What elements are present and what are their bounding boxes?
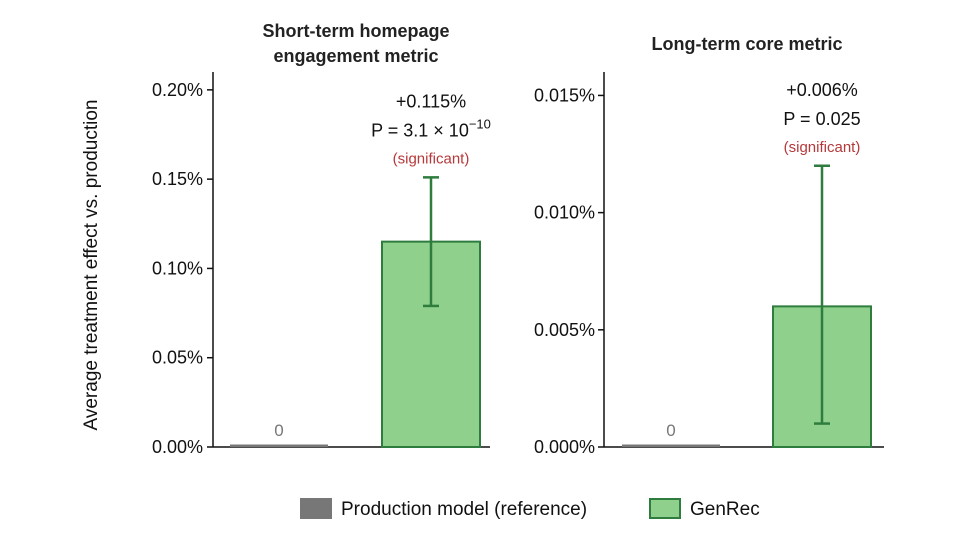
legend-label: GenRec: [690, 499, 760, 520]
bar-value-label: 0: [666, 421, 675, 440]
chart-panel-2: Long-term core metric 0.000% 0.005% 0.010% 0…: [534, 34, 884, 457]
y-axis-label: Average treatment effect vs. production: [81, 100, 102, 431]
annotation-effect: +0.115%: [396, 91, 466, 111]
y-tick-label: 0.00%: [152, 437, 203, 457]
annotation-p-value: P = 0.025: [783, 109, 860, 129]
y-tick-label: 0.20%: [152, 80, 203, 100]
legend-swatch: [649, 498, 681, 519]
annotation-significance: (significant): [393, 150, 470, 167]
annotation-effect: +0.006%: [786, 80, 858, 100]
chart-title-line: Long-term core metric: [651, 34, 842, 54]
annotation-p-value: P = 3.1 × 10−10: [371, 116, 491, 140]
y-tick-label: 0.010%: [534, 203, 595, 223]
chart-panel-1: Short-term homepage engagement metric 0.00…: [152, 21, 491, 457]
bar-production-model: [230, 444, 328, 447]
y-tick-label: 0.05%: [152, 348, 203, 368]
chart-title-line: engagement metric: [273, 46, 438, 66]
y-tick-label: 0.015%: [534, 85, 595, 105]
legend-label: Production model (reference): [341, 499, 587, 520]
y-tick-label: 0.005%: [534, 320, 595, 340]
annotation-significance: (significant): [784, 139, 861, 156]
legend-swatch: [300, 498, 332, 519]
bar-production-model: [622, 444, 720, 447]
legend: Production model (reference) GenRec: [300, 498, 760, 520]
bar-value-label: 0: [274, 421, 283, 440]
y-tick-label: 0.15%: [152, 169, 203, 189]
y-tick-label: 0.000%: [534, 437, 595, 457]
chart-title-line: Short-term homepage: [262, 21, 449, 41]
y-tick-label: 0.10%: [152, 258, 203, 278]
